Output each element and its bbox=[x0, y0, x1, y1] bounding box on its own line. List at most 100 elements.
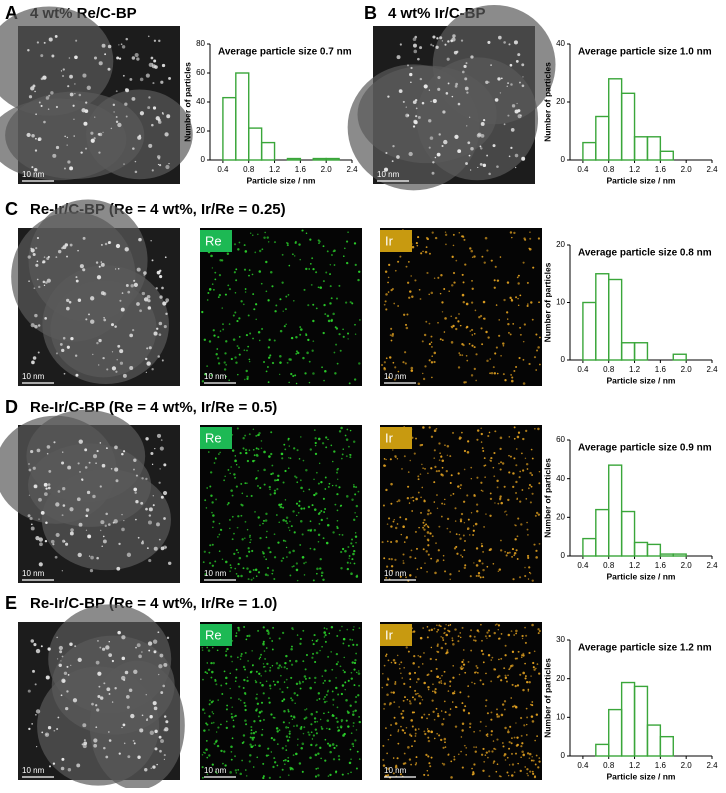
element-signal bbox=[223, 368, 227, 371]
element-signal bbox=[491, 750, 494, 753]
element-signal bbox=[531, 318, 534, 321]
particle bbox=[61, 348, 65, 353]
element-signal bbox=[308, 677, 311, 680]
element-signal bbox=[416, 547, 418, 550]
element-signal bbox=[312, 579, 315, 582]
particle bbox=[63, 372, 66, 375]
element-signal bbox=[287, 526, 290, 529]
element-signal bbox=[535, 369, 538, 371]
element-signal bbox=[278, 637, 281, 640]
element-signal bbox=[417, 677, 420, 681]
element-signal bbox=[395, 456, 397, 458]
element-signal bbox=[317, 533, 321, 537]
element-signal bbox=[458, 673, 461, 676]
element-signal bbox=[353, 242, 357, 245]
element-signal bbox=[239, 658, 242, 660]
particle bbox=[145, 694, 147, 696]
element-signal bbox=[410, 549, 413, 552]
particle bbox=[120, 43, 123, 46]
element-signal bbox=[525, 429, 528, 433]
particle bbox=[130, 284, 134, 288]
element-signal bbox=[475, 564, 479, 567]
element-signal bbox=[538, 470, 541, 473]
particle bbox=[138, 237, 142, 242]
element-signal bbox=[212, 526, 214, 529]
element-signal bbox=[344, 688, 346, 691]
particle bbox=[164, 132, 169, 137]
particle bbox=[476, 133, 481, 138]
element-signal bbox=[244, 448, 248, 452]
particle bbox=[148, 514, 152, 517]
particle bbox=[62, 451, 64, 453]
element-signal bbox=[414, 557, 417, 560]
element-signal bbox=[246, 495, 248, 498]
element-signal bbox=[472, 525, 475, 527]
element-signal bbox=[383, 702, 387, 706]
element-signal bbox=[446, 444, 450, 448]
element-signal bbox=[257, 516, 260, 519]
particle bbox=[148, 649, 151, 652]
element-signal bbox=[292, 299, 295, 302]
element-signal bbox=[436, 675, 439, 679]
element-signal bbox=[273, 683, 276, 686]
element-signal bbox=[391, 334, 394, 337]
element-signal bbox=[424, 468, 426, 470]
element-signal bbox=[348, 557, 350, 560]
element-signal bbox=[488, 775, 491, 778]
element-signal bbox=[282, 557, 285, 560]
element-signal bbox=[392, 449, 394, 451]
element-signal bbox=[528, 651, 531, 655]
particle bbox=[163, 325, 167, 329]
particle bbox=[69, 642, 73, 646]
element-signal bbox=[486, 631, 489, 634]
element-signal bbox=[513, 370, 516, 373]
element-signal bbox=[428, 713, 430, 716]
element-signal bbox=[254, 730, 257, 733]
element-signal bbox=[252, 293, 255, 296]
particle bbox=[108, 693, 111, 695]
particle bbox=[36, 41, 39, 44]
element-signal bbox=[279, 298, 282, 301]
particle bbox=[39, 542, 43, 547]
element-signal bbox=[475, 665, 478, 668]
element-signal bbox=[255, 434, 258, 437]
element-signal bbox=[421, 340, 424, 343]
particle bbox=[150, 56, 154, 60]
particle bbox=[46, 445, 51, 449]
element-signal bbox=[449, 531, 452, 533]
element-signal bbox=[437, 628, 440, 631]
element-signal bbox=[258, 270, 262, 273]
element-signal bbox=[430, 669, 433, 673]
element-signal bbox=[390, 565, 394, 568]
particle bbox=[129, 366, 134, 370]
element-signal bbox=[318, 462, 321, 465]
particle bbox=[494, 98, 499, 102]
element-signal bbox=[502, 342, 505, 345]
element-signal bbox=[318, 522, 321, 525]
element-signal bbox=[208, 551, 211, 554]
particle bbox=[61, 655, 64, 658]
element-signal bbox=[238, 353, 241, 356]
element-signal bbox=[400, 661, 403, 664]
element-signal bbox=[323, 712, 325, 715]
element-signal bbox=[295, 682, 299, 686]
element-signal bbox=[324, 696, 326, 698]
element-signal bbox=[426, 531, 430, 534]
particle bbox=[168, 76, 171, 80]
element-signal bbox=[244, 719, 247, 722]
element-signal bbox=[207, 668, 211, 671]
element-signal bbox=[471, 344, 474, 347]
particle bbox=[125, 37, 129, 41]
particle bbox=[152, 495, 154, 497]
element-signal bbox=[500, 539, 502, 542]
element-signal bbox=[490, 711, 493, 714]
particle bbox=[130, 713, 135, 719]
element-signal bbox=[440, 635, 443, 638]
particle bbox=[412, 100, 417, 105]
element-signal bbox=[204, 671, 207, 674]
y-tick-label: 0 bbox=[561, 355, 566, 364]
element-signal bbox=[324, 759, 327, 762]
element-signal bbox=[258, 744, 261, 748]
particle bbox=[95, 462, 97, 464]
element-signal bbox=[224, 352, 227, 355]
